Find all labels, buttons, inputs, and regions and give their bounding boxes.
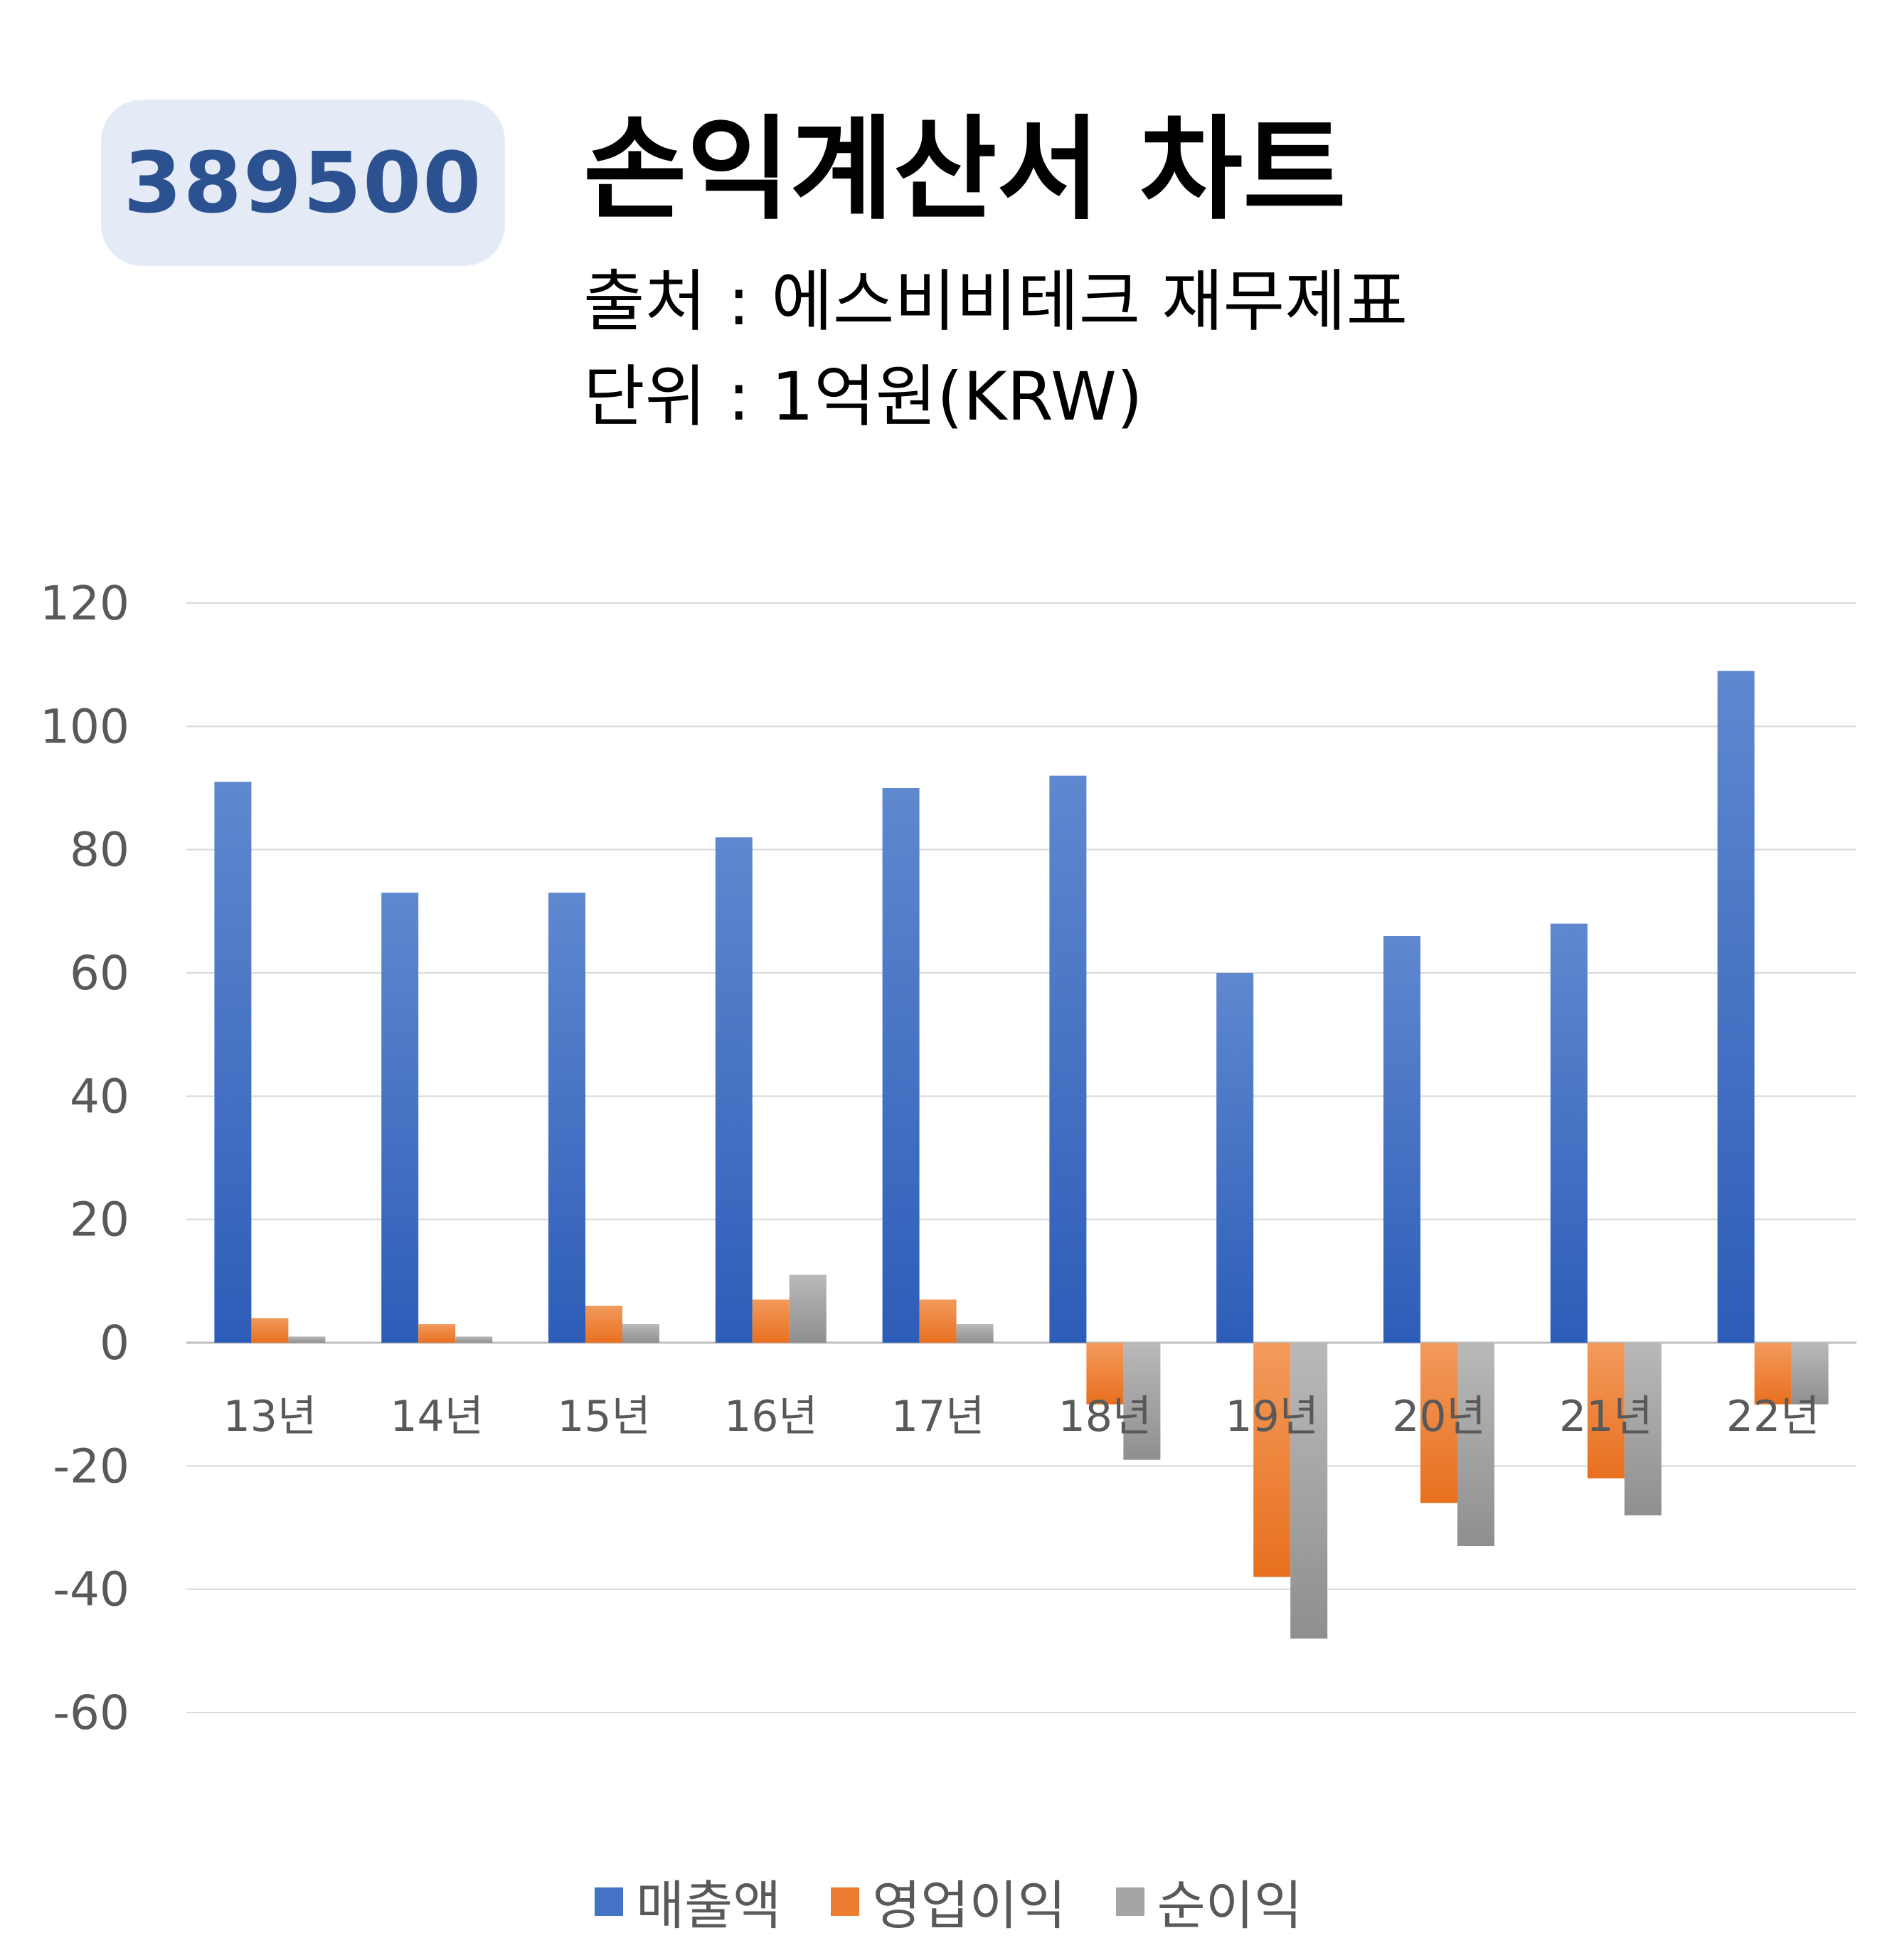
bar-매출액-17년	[882, 788, 920, 1343]
bar-매출액-18년	[1049, 775, 1087, 1343]
bar-순이익-19년	[1290, 1343, 1328, 1639]
bar-영업이익-15년	[585, 1306, 622, 1343]
x-category-label: 21년	[1559, 1392, 1653, 1442]
bar-매출액-19년	[1216, 973, 1254, 1343]
legend-label: 순이익	[1157, 1875, 1302, 1937]
bar-영업이익-14년	[418, 1324, 456, 1343]
legend-swatch	[831, 1887, 860, 1916]
bar-순이익-14년	[455, 1336, 493, 1343]
legend: 매출액 영업이익 순이익	[0, 1863, 1897, 1939]
unit-label: 단위 : 1억원(KRW)	[583, 358, 1143, 436]
y-tick-label: 80	[70, 823, 129, 878]
bar-매출액-14년	[381, 893, 419, 1343]
ticker-code: 389500	[123, 134, 483, 232]
bar-chart: 120 100 80 60 40 20 0 -20 -40 -60 13년 14년 15년 16년 17년…	[40, 576, 1856, 1740]
legend-item: 순이익	[1115, 1863, 1302, 1939]
chart-title: 손익계산서 차트	[583, 105, 1346, 235]
legend-item: 매출액	[595, 1863, 781, 1939]
x-category-label: 20년	[1392, 1392, 1486, 1442]
bar-영업이익-13년	[251, 1318, 289, 1343]
y-tick-label: 0	[100, 1316, 129, 1370]
bar-영업이익-22년	[1754, 1343, 1792, 1405]
bar-매출액-21년	[1550, 923, 1588, 1343]
legend-item: 영업이익	[831, 1863, 1066, 1939]
x-category-label: 19년	[1225, 1392, 1319, 1442]
legend-label: 매출액	[636, 1875, 782, 1937]
x-category-label: 22년	[1726, 1392, 1820, 1442]
x-category-label: 16년	[724, 1392, 818, 1442]
y-tick-label: 40	[70, 1069, 129, 1124]
bar-순이익-16년	[789, 1274, 827, 1343]
bar-영업이익-20년	[1420, 1343, 1457, 1503]
legend-label: 영업이익	[872, 1875, 1066, 1937]
y-axis-ticks: 120 100 80 60 40 20 0 -20 -40 -60	[40, 576, 129, 1740]
legend-swatch	[595, 1887, 624, 1916]
x-category-label: 14년	[390, 1392, 484, 1442]
bar-매출액-20년	[1383, 936, 1420, 1343]
bar-순이익-17년	[956, 1324, 994, 1343]
bar-영업이익-16년	[752, 1299, 790, 1343]
gridlines	[186, 602, 1856, 1713]
y-tick-label: -60	[53, 1685, 129, 1740]
bar-순이익-20년	[1457, 1343, 1494, 1546]
x-category-label: 18년	[1058, 1392, 1152, 1442]
bar-매출액-13년	[214, 782, 252, 1343]
bar-영업이익-19년	[1253, 1343, 1291, 1577]
bar-순이익-15년	[622, 1324, 659, 1343]
bar-영업이익-17년	[919, 1299, 957, 1343]
bar-매출액-22년	[1717, 671, 1755, 1343]
bar-순이익-21년	[1624, 1343, 1662, 1516]
y-tick-label: 120	[40, 576, 129, 631]
x-category-label: 13년	[223, 1392, 317, 1442]
ticker-badge: 389500	[101, 100, 505, 266]
x-category-label: 15년	[557, 1392, 651, 1442]
bar-순이익-18년	[1123, 1343, 1161, 1460]
bar-매출액-15년	[548, 893, 585, 1343]
bar-영업이익-21년	[1587, 1343, 1625, 1479]
bar-영업이익-18년	[1086, 1343, 1124, 1405]
bar-순이익-22년	[1791, 1343, 1829, 1405]
x-axis-labels: 13년 14년 15년 16년 17년 18년 19년 20년 21년 22년	[223, 1392, 1820, 1442]
y-tick-label: -20	[53, 1439, 129, 1493]
bars	[214, 671, 1829, 1639]
bar-매출액-16년	[715, 837, 753, 1343]
x-category-label: 17년	[891, 1392, 985, 1442]
bar-순이익-13년	[288, 1336, 326, 1343]
source-label: 출처 : 에스비비테크 재무제표	[583, 263, 1408, 341]
y-tick-label: -40	[53, 1562, 129, 1617]
y-tick-label: 20	[70, 1193, 129, 1247]
y-tick-label: 60	[70, 946, 129, 1001]
y-tick-label: 100	[40, 699, 129, 754]
legend-swatch	[1115, 1887, 1144, 1916]
